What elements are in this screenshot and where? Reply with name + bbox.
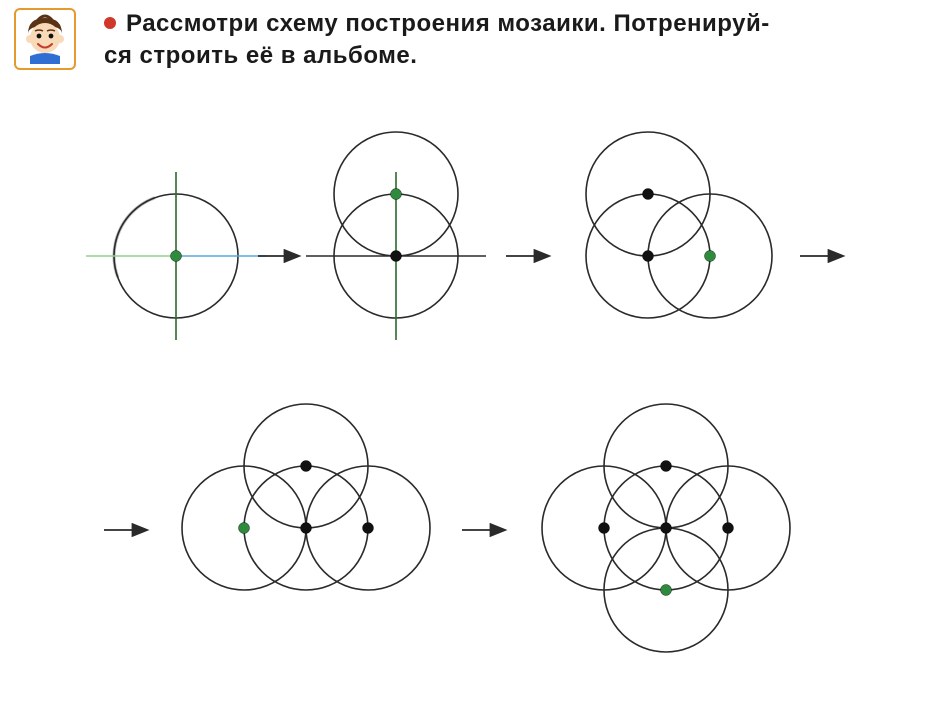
- step-2: [306, 132, 486, 340]
- step-3: [586, 132, 772, 318]
- task-text-1: Рассмотри схему построения мозаики. Потр…: [126, 10, 770, 37]
- task-header: Рассмотри схему построения мозаики. Потр…: [14, 8, 910, 73]
- child-face-icon: [20, 14, 70, 64]
- task-line-2: ся строить её в альбоме.: [104, 40, 910, 72]
- page: Рассмотри схему построения мозаики. Потр…: [0, 0, 940, 705]
- task-text-2: ся строить её в альбоме.: [104, 42, 417, 69]
- step-4: [182, 404, 430, 590]
- step-5: [542, 404, 790, 652]
- task-text-block: Рассмотри схему построения мозаики. Потр…: [104, 8, 910, 73]
- bullet-icon: [104, 17, 116, 29]
- diagram-svg: [0, 88, 940, 705]
- mosaic-diagram: [0, 88, 940, 705]
- step-1: [86, 172, 266, 340]
- child-avatar: [14, 8, 76, 70]
- task-line-1: Рассмотри схему построения мозаики. Потр…: [104, 8, 910, 40]
